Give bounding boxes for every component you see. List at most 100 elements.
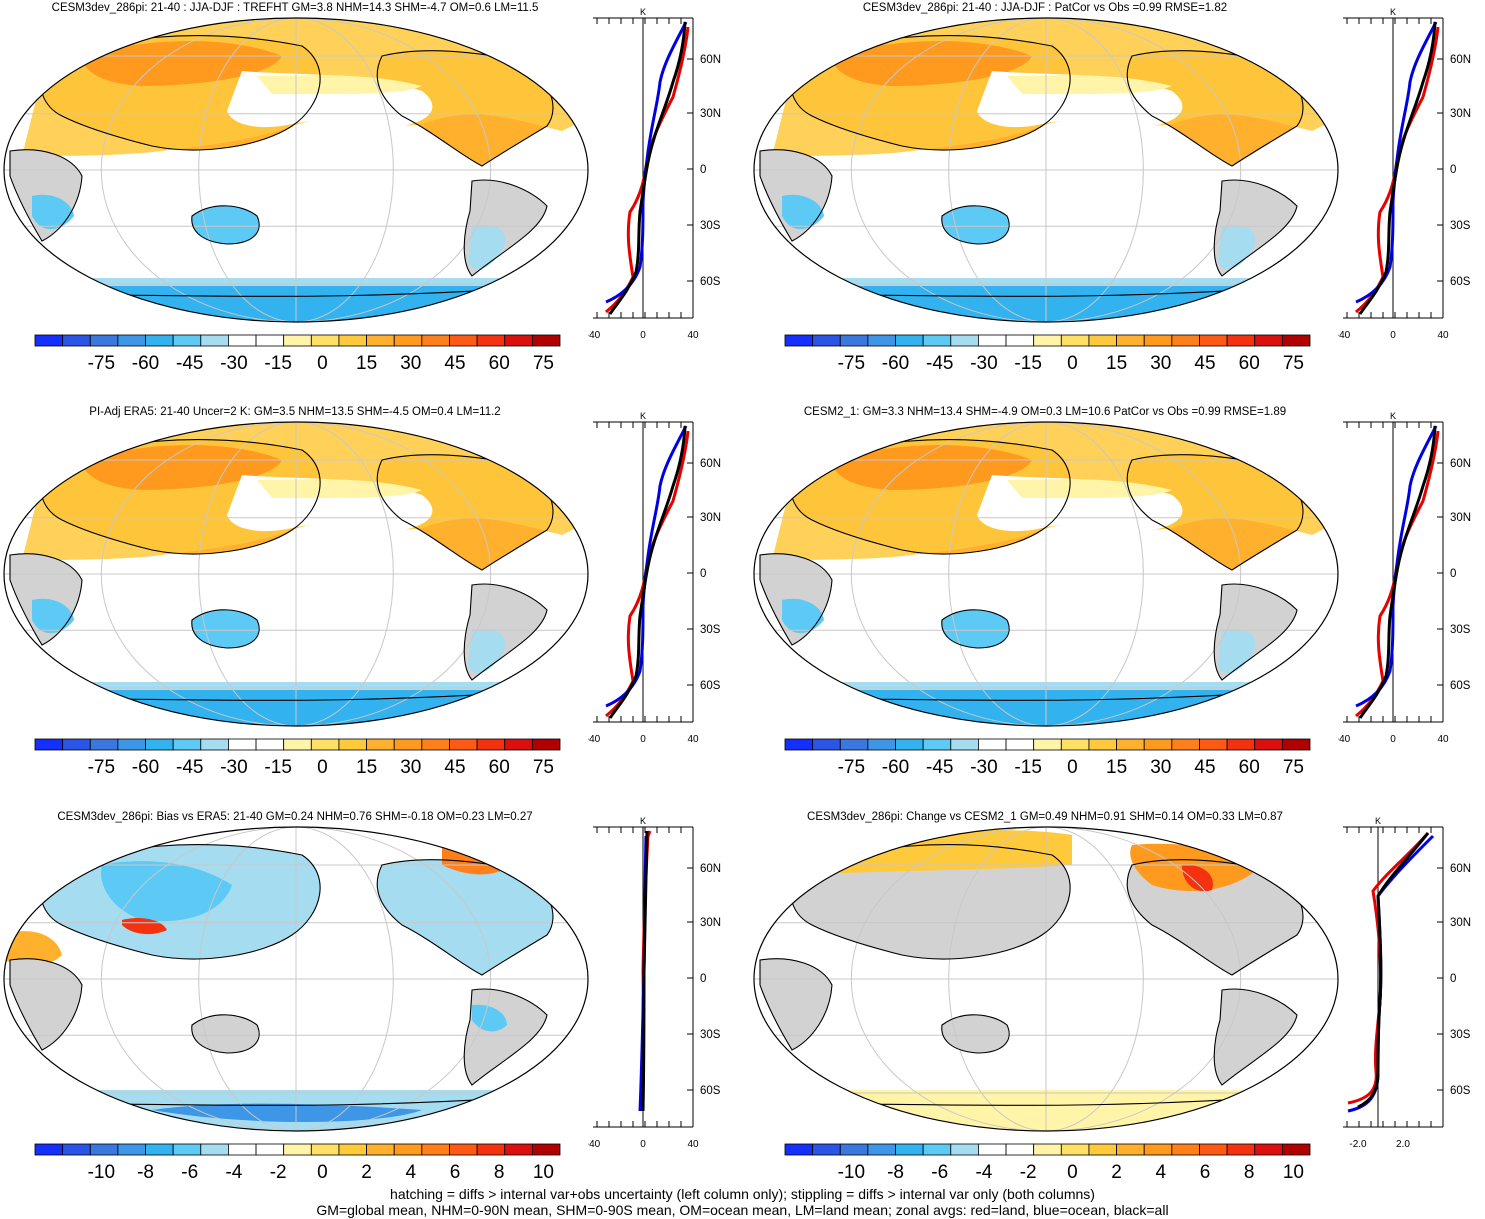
safrica-cool-shade (782, 194, 824, 230)
colorbar-swatch (1005, 738, 1035, 751)
colorbar-swatch (1033, 738, 1062, 751)
map-panel-3: PI-Adj ERA5: 21-40 Uncer=2 K: GM=3.5 NHM… (0, 404, 740, 809)
map-outline (3, 826, 589, 1132)
antarctic-change-light (772, 1090, 1322, 1131)
colorbar-tick-label: 0 (1067, 353, 1078, 374)
colorbar-swatch (34, 1143, 64, 1156)
siberia-hot-shade (82, 41, 282, 86)
lat-tick-label: 0 (700, 568, 706, 580)
lat-tick-label: 30N (1450, 108, 1471, 120)
colorbar-swatch (950, 334, 979, 347)
colorbar-swatch (531, 738, 561, 751)
siberia-hot-shade (832, 41, 1032, 86)
colorbar-swatch (1088, 738, 1117, 751)
colorbar-swatch (1116, 1143, 1145, 1156)
zonal-x-tick-label: -40 (1338, 330, 1351, 341)
panel-title: CESM3dev_286pi: 21-40 : JJA-DJF : PatCor… (862, 2, 1228, 14)
lat-tick-label: 60S (700, 1085, 721, 1097)
zonal-x-tick-label: 40 (1437, 330, 1449, 341)
zonal-x-tick-label: 0 (640, 330, 646, 341)
panel-title: CESM3dev_286pi: Bias vs ERA5: 21-40 GM=0… (57, 811, 533, 823)
safrica-cool-shade (32, 598, 74, 634)
colorbar-swatch (283, 738, 312, 751)
lat-tick-label: 30S (700, 1029, 721, 1041)
lat-tick-label: 30S (1450, 220, 1471, 232)
colorbar-swatch (228, 334, 257, 347)
colorbar-swatch (145, 1143, 174, 1156)
colorbar (784, 1143, 1311, 1156)
colorbar-swatch (839, 738, 869, 751)
colorbar-swatch (145, 738, 174, 751)
colorbar-swatch (1226, 1143, 1256, 1156)
lat-tick-label: 0 (1450, 568, 1456, 580)
lat-tick-label: 30N (1450, 512, 1471, 524)
colorbar-swatch (922, 334, 952, 347)
colorbar-tick-label: -30 (970, 353, 998, 374)
zonal-mean-plot: 60N 30N 0 30S 60S K -40 0 40 (1338, 7, 1471, 341)
zonal-axes (1343, 421, 1444, 723)
colorbar-swatch (145, 334, 174, 347)
colorbar-swatch (89, 334, 119, 347)
colorbar (34, 1143, 561, 1156)
colorbar-swatch (1005, 1143, 1035, 1156)
zonal-x-tick-label: -40 (588, 330, 601, 341)
lat-tick-label: 60N (700, 863, 721, 875)
colorbar-swatch (784, 1143, 814, 1156)
lat-tick-label: 60S (700, 276, 721, 288)
zonal-x-tick-label: 40 (687, 330, 699, 341)
robinson-map (3, 421, 589, 727)
lat-tick-label: 30N (700, 512, 721, 524)
colorbar-labels: -75 -60 -45 -30 -15 0 15 30 45 60 75 (34, 353, 559, 379)
colorbar-swatch (310, 1143, 340, 1156)
colorbar-tick-label: 8 (493, 1162, 505, 1183)
lat-tick-label: 60N (700, 54, 721, 66)
colorbar-swatch (255, 1143, 285, 1156)
robinson-map (3, 17, 589, 323)
colorbar-swatch (89, 1143, 119, 1156)
robinson-map (3, 826, 589, 1132)
colorbar-swatch (338, 1143, 367, 1156)
lat-tick-label: 30S (700, 220, 721, 232)
safrica-cool-shade (32, 194, 74, 230)
colorbar-tick-label: 10 (532, 1162, 554, 1183)
zonal-all-series (1358, 21, 1437, 315)
zonal-unit-label: K (640, 411, 646, 421)
colorbar-swatch (117, 334, 146, 347)
robinson-map (753, 826, 1339, 1132)
colorbar-swatch (1199, 1143, 1228, 1156)
colorbar-tick-label: 15 (1106, 353, 1128, 374)
australia-land (191, 1014, 260, 1053)
lat-tick-label: 60S (1450, 1085, 1471, 1097)
zonal-mean-plot: 60N 30N 0 30S 60S K -2.0 2.0 (1343, 816, 1471, 1150)
zonal-unit-label: K (640, 816, 646, 826)
zonal-all-series (608, 21, 687, 315)
colorbar-tick-label: -8 (887, 1162, 904, 1183)
lat-tick-label: 60N (1450, 54, 1471, 66)
colorbar-swatch (255, 334, 285, 347)
colorbar-tick-label: -6 (931, 1162, 949, 1183)
colorbar-swatch (1171, 334, 1200, 347)
colorbar-tick-label: 60 (1238, 757, 1260, 778)
colorbar-swatch (812, 334, 841, 347)
colorbar-swatch (200, 1143, 229, 1156)
amazon-bias-cool (472, 1004, 507, 1032)
colorbar-swatch (784, 738, 814, 751)
colorbar-tick-label: -45 (926, 757, 954, 778)
lat-tick-label: 30S (700, 624, 721, 636)
panel-title: PI-Adj ERA5: 21-40 Uncer=2 K: GM=3.5 NHM… (89, 406, 501, 418)
colorbar-swatch (1088, 1143, 1117, 1156)
colorbar-tick-label: 30 (1150, 353, 1172, 374)
colorbar-tick-label: 0 (317, 353, 328, 374)
southern-ocean-cool-shade (772, 281, 1322, 322)
colorbar-swatch (62, 334, 91, 347)
colorbar-swatch (504, 1143, 533, 1156)
colorbar-tick-label: 45 (1194, 757, 1216, 778)
southern-ocean-cool-shade (772, 685, 1322, 726)
colorbar-swatch (449, 1143, 478, 1156)
colorbar-swatch (978, 1143, 1007, 1156)
colorbar-swatch (1143, 1143, 1173, 1156)
colorbar-swatch (476, 1143, 506, 1156)
map-outline (753, 421, 1339, 727)
graticule (4, 17, 588, 323)
eurasia-land (790, 844, 1071, 959)
